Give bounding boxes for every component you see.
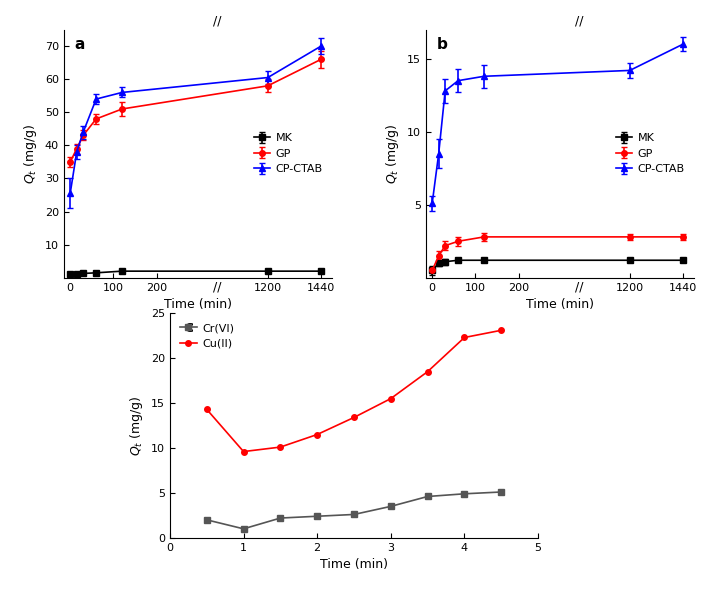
- Cr(VI): [276, 515, 285, 522]
- Text: //: //: [213, 14, 222, 27]
- Legend: MK, GP, CP-CTAB: MK, GP, CP-CTAB: [612, 130, 688, 177]
- Cu(II): [276, 443, 285, 450]
- Text: c: c: [185, 320, 194, 335]
- Cu(II): [202, 406, 211, 413]
- Cr(VI): [202, 517, 211, 524]
- Line: Cr(VI): Cr(VI): [204, 489, 504, 532]
- Cu(II): [460, 334, 469, 341]
- Cr(VI): [497, 488, 506, 495]
- X-axis label: Time (min): Time (min): [164, 298, 232, 311]
- Cu(II): [423, 368, 432, 375]
- Legend: Cr(VI), Cu(II): Cr(VI), Cu(II): [176, 319, 239, 353]
- Cr(VI): [239, 525, 248, 532]
- Legend: MK, GP, CP-CTAB: MK, GP, CP-CTAB: [251, 130, 326, 177]
- Bar: [202, 30, 232, 278]
- Text: b: b: [436, 37, 447, 52]
- Bar: [564, 30, 595, 278]
- Cu(II): [313, 431, 321, 438]
- Cr(VI): [423, 493, 432, 500]
- Text: a: a: [74, 37, 85, 52]
- Y-axis label: $Q_t$ (mg/g): $Q_t$ (mg/g): [128, 395, 145, 456]
- Text: //: //: [575, 14, 583, 27]
- X-axis label: Time (min): Time (min): [320, 558, 388, 571]
- Cu(II): [350, 414, 358, 421]
- Cu(II): [387, 395, 395, 402]
- Cu(II): [239, 448, 248, 455]
- Text: //: //: [213, 280, 222, 293]
- Cr(VI): [387, 503, 395, 510]
- Line: Cu(II): Cu(II): [204, 327, 504, 454]
- Cr(VI): [350, 511, 358, 518]
- Y-axis label: $Q_t$ (mg/g): $Q_t$ (mg/g): [22, 124, 39, 184]
- Y-axis label: $Q_t$ (mg/g): $Q_t$ (mg/g): [384, 124, 401, 184]
- Text: //: //: [575, 280, 583, 293]
- Cr(VI): [313, 513, 321, 520]
- X-axis label: Time (min): Time (min): [526, 298, 594, 311]
- Cr(VI): [460, 491, 469, 498]
- Cu(II): [497, 327, 506, 334]
